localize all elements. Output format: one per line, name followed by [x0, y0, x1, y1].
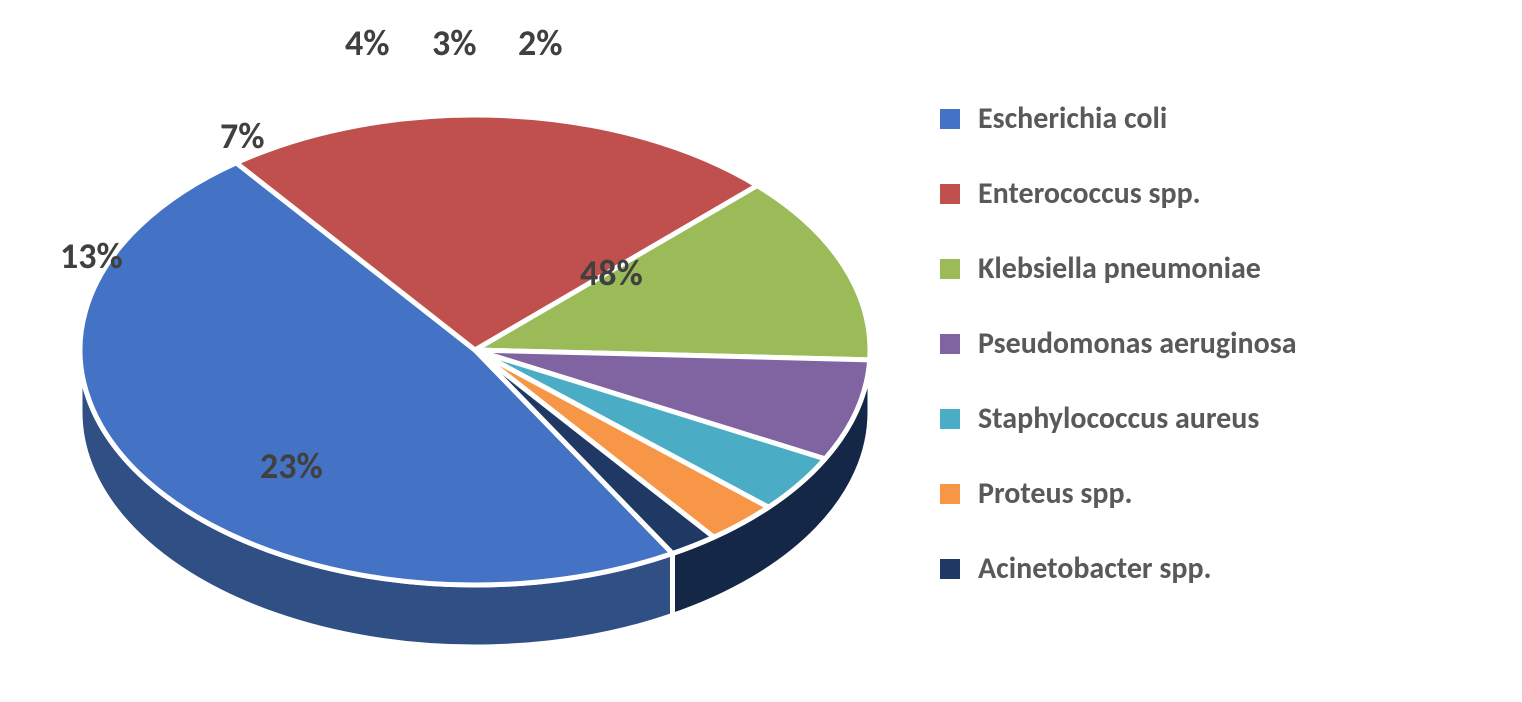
legend-swatch	[940, 334, 960, 354]
slice-label: 13%	[60, 234, 123, 278]
pie-chart: 48% 23% 13% 7% 4% 3% 2% Escherichia coli Entero…	[0, 0, 1522, 702]
legend-label: Escherichia coli	[978, 100, 1167, 137]
legend-swatch	[940, 109, 960, 129]
legend-swatch	[940, 559, 960, 579]
legend-label: Staphylococcus aureus	[978, 400, 1259, 437]
legend-item: Pseudomonas aeruginosa	[940, 325, 1297, 362]
legend-item: Staphylococcus aureus	[940, 400, 1297, 437]
legend-swatch	[940, 184, 960, 204]
legend-label: Pseudomonas aeruginosa	[978, 325, 1297, 362]
legend-label: Acinetobacter spp.	[978, 550, 1212, 587]
legend-swatch	[940, 409, 960, 429]
legend: Escherichia coli Enterococcus spp. Klebsie…	[940, 100, 1297, 625]
slice-label: 2%	[518, 21, 563, 65]
slice-label: 23%	[260, 444, 323, 488]
legend-item: Acinetobacter spp.	[940, 550, 1297, 587]
legend-item: Enterococcus spp.	[940, 175, 1297, 212]
legend-item: Proteus spp.	[940, 475, 1297, 512]
legend-swatch	[940, 484, 960, 504]
legend-swatch	[940, 259, 960, 279]
slice-label: 7%	[220, 114, 265, 158]
slice-label: 4%	[345, 21, 390, 65]
slice-label: 3%	[432, 21, 477, 65]
legend-label: Proteus spp.	[978, 475, 1133, 512]
legend-item: Klebsiella pneumoniae	[940, 250, 1297, 287]
slice-label: 48%	[580, 251, 643, 295]
legend-item: Escherichia coli	[940, 100, 1297, 137]
legend-label: Klebsiella pneumoniae	[978, 250, 1261, 287]
legend-label: Enterococcus spp.	[978, 175, 1201, 212]
